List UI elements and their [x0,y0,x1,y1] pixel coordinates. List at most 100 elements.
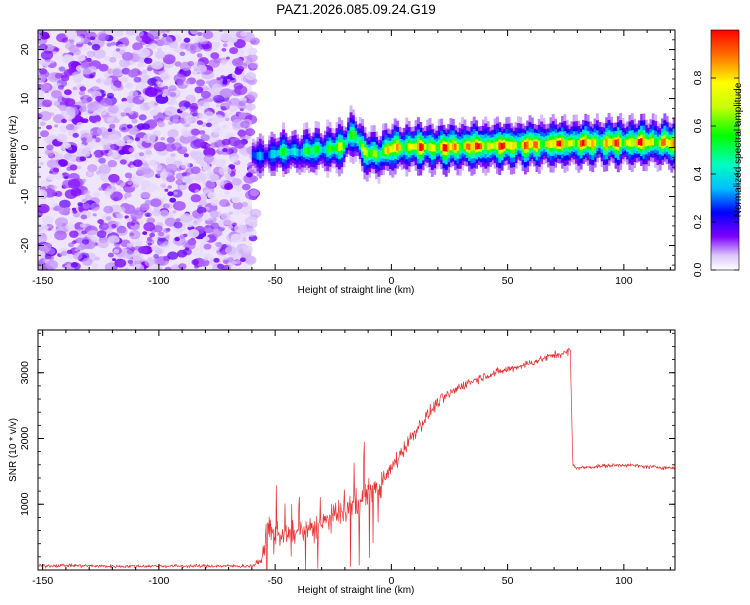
noise-blob [132,42,143,51]
noise-blob [175,179,184,186]
colorbar-ticks: 0.0 0.2 0.4 0.6 0.8 [692,71,739,277]
noise-blob [39,252,46,257]
noise-blob [167,185,172,189]
noise-blob [110,41,116,46]
noise-blob [113,241,121,247]
noise-blob [65,123,75,131]
ridge-cell [558,140,562,147]
noise-blob [174,160,183,167]
noise-blob [198,199,207,207]
noise-blob [74,248,79,252]
noise-blob [107,133,121,144]
noise-blob [201,69,215,80]
ridge-cell [588,139,592,147]
snr-xtick-label: -50 [268,575,283,587]
ridge-cell [384,147,388,154]
noise-blob [59,199,71,209]
noise-blob [106,92,114,99]
noise-blob [151,245,160,252]
ridge-cell [354,133,358,140]
noise-blob [220,59,227,65]
noise-blob [114,258,127,268]
noise-blob [239,108,244,112]
ridge-cell [256,152,260,160]
noise-blob [185,123,190,128]
ridge-cell [586,138,590,147]
noise-blob [187,238,197,246]
noise-blob [104,56,110,61]
noise-blob [103,188,114,196]
noise-blob [43,225,49,230]
ridge-cell [335,143,339,152]
noise-blob [61,118,67,124]
noise-blob [225,241,232,247]
noise-blob [38,30,45,35]
noise-blob [193,138,205,148]
noise-blob [152,130,161,137]
ridge-cell [537,140,541,149]
ridge-cell [514,141,518,149]
noise-blob [128,230,141,240]
noise-blob [86,230,100,241]
snr-xtick-label: -100 [148,575,169,587]
noise-blob [109,144,115,148]
ridge-cell [668,139,671,147]
noise-blob [82,68,92,75]
noise-blob [185,79,192,85]
noise-blob [210,41,220,49]
noise-blob [166,175,176,183]
spectrogram-ridge-layer [251,105,675,184]
noise-blob [239,257,246,263]
noise-blob [113,38,118,42]
colorbar-tick-label: 0.6 [692,119,704,134]
colorbar-label: Normalized spectral amplitude [733,82,744,217]
noise-blob [215,104,220,108]
ridge-cell [626,139,630,146]
noise-blob [113,118,120,124]
noise-blob [170,153,176,158]
noise-blob [225,117,230,122]
noise-blob [231,178,242,186]
noise-blob [210,199,220,206]
ridge-cell [468,143,472,151]
ridge-cell [305,146,309,154]
ridge-cell [300,148,304,156]
noise-blob [96,230,107,238]
noise-blob [127,259,134,264]
noise-blob [95,170,102,175]
noise-blob [216,77,221,81]
ridge-cell [482,142,485,150]
noise-blob [162,203,170,209]
noise-blob [126,217,133,223]
ridge-cell [435,144,439,151]
ridge-cell [356,137,360,144]
noise-blob [103,205,114,214]
noise-blob [137,86,143,91]
noise-blob [92,213,97,217]
noise-blob [79,130,87,136]
snr-xtick-label: 0 [388,575,394,587]
ridge-cell [342,142,346,149]
noise-blob [222,148,228,153]
ridge-cell [398,144,402,151]
noise-blob [162,197,167,200]
noise-blob [132,252,144,262]
noise-blob [100,137,111,146]
noise-blob [58,247,70,257]
noise-blob [164,188,169,192]
ridge-cell [630,138,634,147]
ridge-cell [412,143,416,150]
noise-blob [119,159,127,165]
noise-blob [149,232,156,238]
noise-blob [64,176,69,180]
ridge-cell [575,138,578,148]
noise-blob [132,263,145,270]
ridge-cell [609,138,613,146]
noise-blob [197,31,203,37]
ridge-cell [258,151,262,161]
ridge-cell [314,145,318,154]
snr-frame [37,329,676,571]
noise-blob [119,58,131,68]
ridge-cell [498,142,502,151]
